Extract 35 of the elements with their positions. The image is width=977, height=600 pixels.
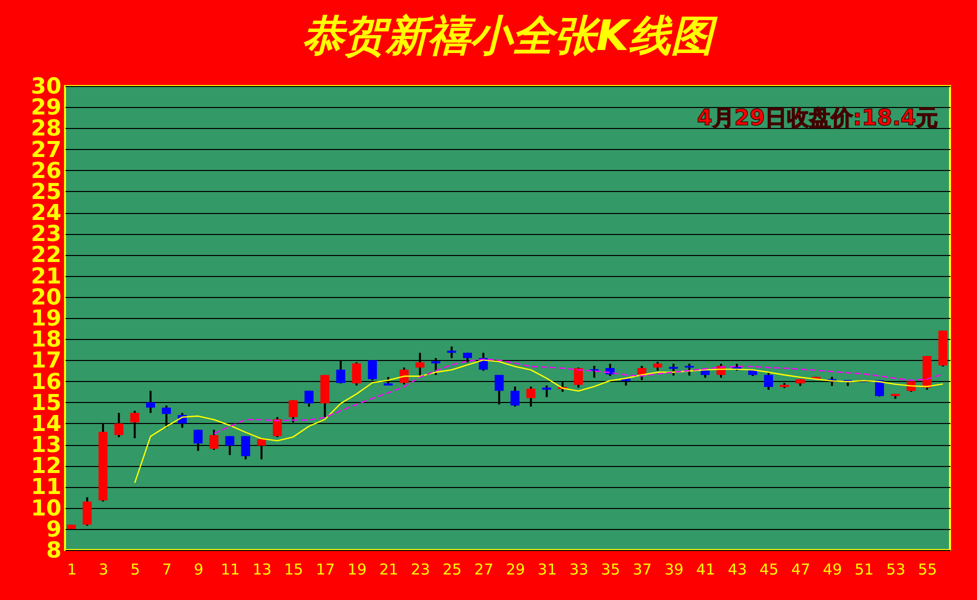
x-tick-label: 53 [886,560,906,578]
x-tick-label: 13 [252,560,272,578]
x-tick-label: 17 [316,560,335,578]
x-tick-label: 7 [162,560,172,578]
x-tick-label: 3 [98,560,108,578]
candlestick [668,362,678,377]
x-tick-label: 25 [442,560,462,578]
line-series [134,359,944,484]
x-tick-label: 23 [410,560,430,578]
x-tick-label: 37 [632,560,652,578]
x-tick-label: 51 [854,560,874,578]
candlestick [542,384,552,398]
x-tick-label: 35 [601,560,620,578]
x-tick-label: 19 [348,560,367,578]
chart-title: 恭贺新禧小全张K线图 [302,11,718,60]
x-tick-label: 5 [130,560,140,578]
x-tick-label: 1 [67,560,77,578]
x-tick-label: 21 [379,560,398,578]
x-tick-label: 43 [728,560,747,578]
x-tick-label: 15 [284,560,304,578]
x-tick-label: 29 [506,560,526,578]
x-tick-label: 33 [569,560,588,578]
candlestick [447,345,456,360]
x-tick-label: 49 [822,560,842,578]
x-tick-label: 11 [220,560,240,578]
x-tick-label: 41 [696,560,716,578]
y-tick-label: 30 [30,74,62,100]
x-tick-label: 47 [791,560,810,578]
x-tick-label: 27 [474,560,494,578]
x-tick-label: 9 [194,560,204,578]
x-tick-label: 45 [760,560,779,578]
x-tick-label: 55 [918,560,938,578]
annotation: 4月29日收盘价:18.4元 [696,106,938,131]
x-tick-label: 39 [664,560,684,578]
x-tick-label: 31 [538,560,557,578]
